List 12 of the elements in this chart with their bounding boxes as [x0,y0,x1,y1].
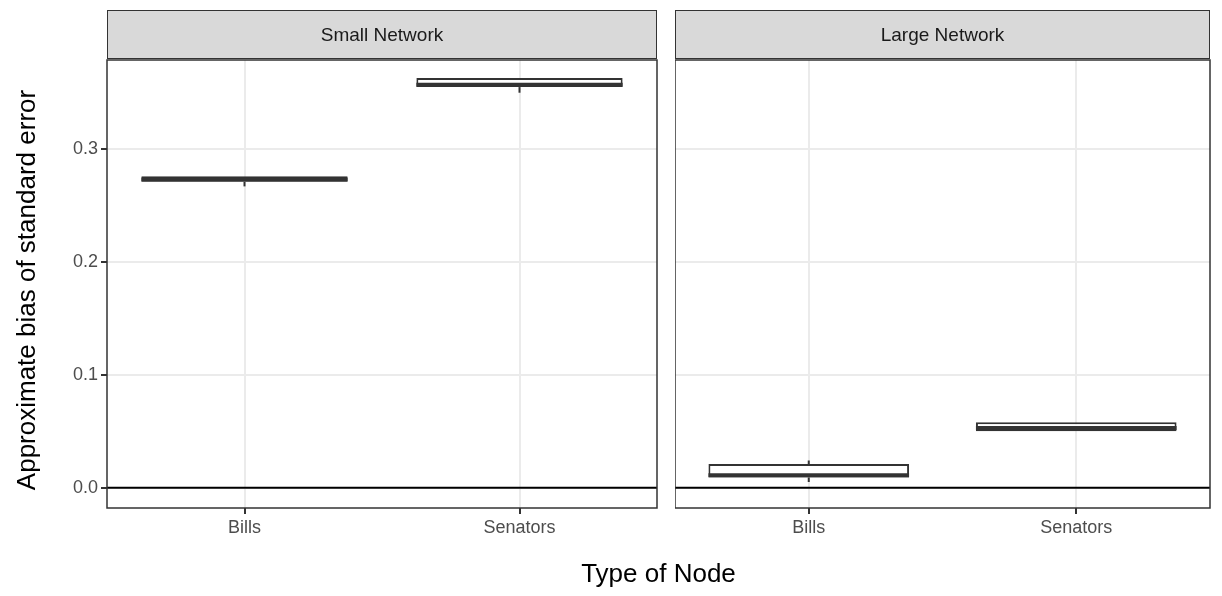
chart-title: Large Network [675,10,1210,59]
chart-title: Small Network [107,10,657,59]
x-tick-label: Senators [483,516,556,537]
y-tick-label: 0.1 [72,363,98,384]
y-tick-label: 0.0 [72,476,98,497]
x-tick-label: Senators [1040,516,1113,537]
x-tick-label: Bills [227,516,262,537]
y-tick-label: 0.3 [72,138,98,159]
x-axis-title: Type of Node [580,558,737,589]
y-axis-title: Approximate bias of standard error [10,89,42,491]
x-tick-label: Bills [792,516,826,537]
y-tick-label: 0.2 [72,250,98,271]
